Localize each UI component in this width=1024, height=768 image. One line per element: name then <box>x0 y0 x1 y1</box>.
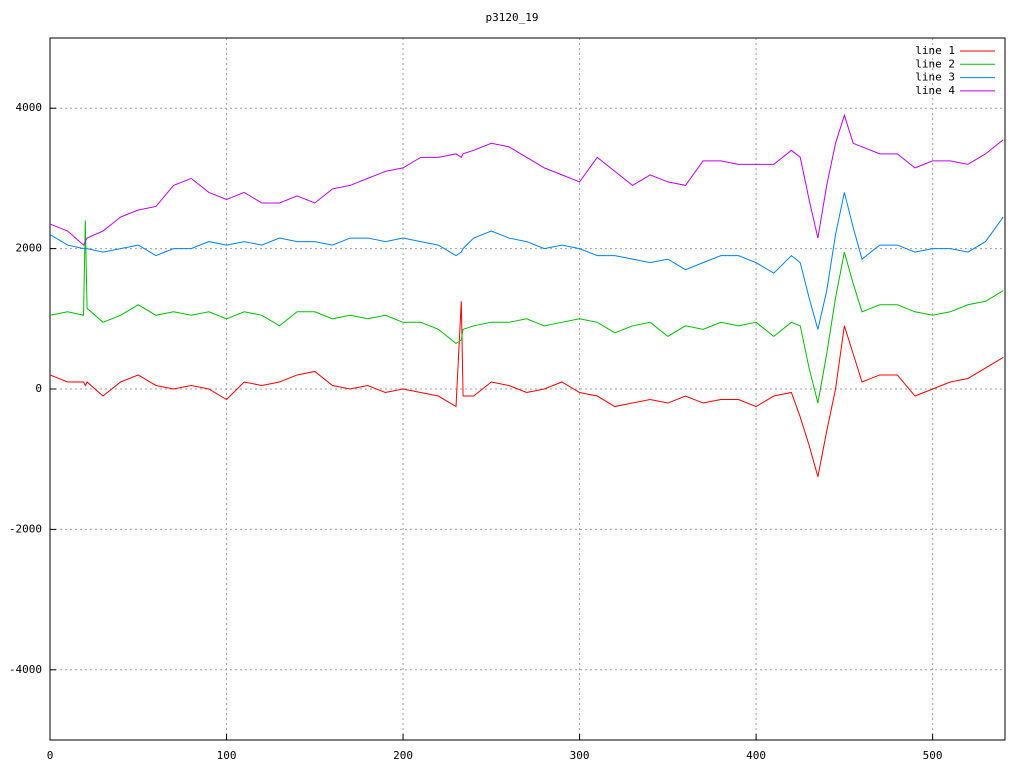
data-line <box>49 220 1004 404</box>
x-tick-label: 0 <box>47 749 54 762</box>
legend-label: line 1 <box>915 44 955 57</box>
legend-label: line 4 <box>915 84 955 97</box>
data-line <box>49 192 1004 330</box>
y-tick-label: 4000 <box>16 101 43 114</box>
y-tick-label: -4000 <box>9 663 42 676</box>
legend-label: line 3 <box>915 71 955 84</box>
x-tick-label: 400 <box>746 749 766 762</box>
x-tick-label: 500 <box>923 749 943 762</box>
y-tick-label: 0 <box>35 382 42 395</box>
data-line <box>49 301 1004 477</box>
plot-frame <box>49 37 1006 741</box>
x-tick-label: 200 <box>393 749 413 762</box>
legend-label: line 2 <box>915 57 955 70</box>
data-line <box>49 113 1004 246</box>
y-tick-label: 2000 <box>16 242 43 255</box>
y-tick-label: -2000 <box>9 522 42 535</box>
x-tick-label: 300 <box>570 749 590 762</box>
chart-title: p3120_19 <box>486 11 539 24</box>
x-tick-label: 100 <box>217 749 237 762</box>
